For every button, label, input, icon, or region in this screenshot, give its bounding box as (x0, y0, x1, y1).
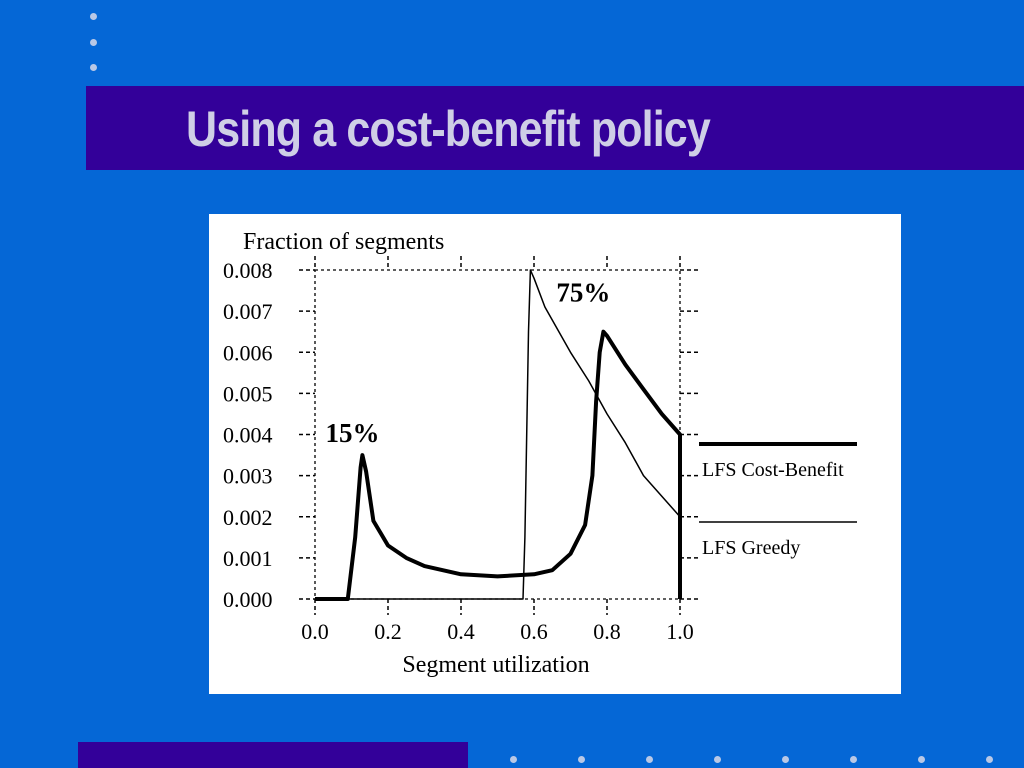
slide-title: Using a cost-benefit policy (186, 101, 711, 157)
peak-annotation-0: 15% (325, 418, 379, 448)
title-band (86, 86, 1024, 170)
decorative-dot (850, 756, 857, 763)
x-tick-label: 0.8 (593, 619, 621, 644)
y-tick-label: 0.006 (223, 340, 273, 365)
decorative-dot (918, 756, 925, 763)
peak-annotation-1: 75% (556, 278, 610, 308)
x-axis-title: Segment utilization (402, 652, 589, 678)
y-tick-label: 0.008 (223, 258, 273, 283)
y-tick-label: 0.001 (223, 546, 273, 571)
decorative-dot (90, 64, 97, 71)
x-tick-label: 0.6 (520, 619, 548, 644)
plot-series (315, 269, 682, 601)
decorative-dot (714, 756, 721, 763)
decorative-dot (578, 756, 585, 763)
plot-labels: 0.000 0.001 0.002 0.003 0.004 0.005 0.006 0.007… (223, 258, 857, 644)
y-tick-label: 0.005 (223, 381, 273, 406)
bottom-band (78, 742, 468, 768)
y-axis-title: Fraction of segments (243, 229, 444, 255)
series-line-1 (315, 269, 681, 600)
decorative-dot (510, 756, 517, 763)
y-tick-label: 0.003 (223, 464, 273, 489)
figure-panel: 0.000 0.001 0.002 0.003 0.004 0.005 0.006 0.007… (209, 214, 901, 694)
x-tick-label: 0.2 (374, 619, 402, 644)
decorative-dot (646, 756, 653, 763)
legend-label-1: LFS Greedy (702, 537, 800, 559)
y-tick-label: 0.002 (223, 505, 273, 530)
x-tick-label: 1.0 (666, 619, 694, 644)
segment-utilization-chart: 0.000 0.001 0.002 0.003 0.004 0.005 0.006 0.007… (223, 229, 857, 678)
decorative-dot (90, 39, 97, 46)
y-tick-label: 0.007 (223, 299, 273, 324)
series-line-0 (315, 329, 682, 601)
x-tick-label: 0.0 (301, 619, 329, 644)
decorative-dot (782, 756, 789, 763)
x-tick-label: 0.4 (447, 619, 475, 644)
legend-label-0: LFS Cost-Benefit (702, 459, 844, 481)
decorative-dot (90, 13, 97, 20)
y-tick-label: 0.000 (223, 587, 273, 612)
plot-axes (299, 256, 698, 615)
decorative-dot (986, 756, 993, 763)
y-tick-label: 0.004 (223, 423, 273, 448)
